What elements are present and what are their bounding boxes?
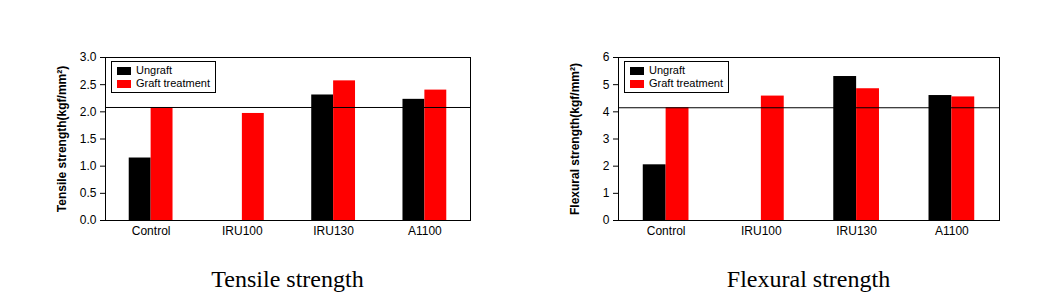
svg-text:Control: Control xyxy=(132,224,171,238)
svg-text:3: 3 xyxy=(603,132,610,146)
svg-text:A1100: A1100 xyxy=(408,224,442,238)
html-text:Graft treatment: Graft treatment xyxy=(649,77,723,89)
svg-text:A1100: A1100 xyxy=(935,224,969,238)
svg-text:6: 6 xyxy=(603,50,610,64)
svg-text:Control: Control xyxy=(647,224,686,238)
svg-text:1: 1 xyxy=(603,186,610,200)
html-text:Flexural strength: Flexural strength xyxy=(726,266,891,292)
html-text:Ungraft: Ungraft xyxy=(649,64,686,76)
svg-text:Tensile strength(kgf/mm²): Tensile strength(kgf/mm²) xyxy=(55,66,69,212)
svg-text:1.5: 1.5 xyxy=(80,132,97,146)
svg-text:2.5: 2.5 xyxy=(80,78,97,92)
svg-text:IRU130: IRU130 xyxy=(313,224,354,238)
svg-text:1.0: 1.0 xyxy=(80,159,97,173)
svg-text:5: 5 xyxy=(603,78,610,92)
svg-text:4: 4 xyxy=(603,105,610,119)
html-text:Ungraft: Ungraft xyxy=(136,64,173,76)
html-text:Graft treatment: Graft treatment xyxy=(136,77,210,89)
svg-text:Flexural strength(kgf/mm²): Flexural strength(kgf/mm²) xyxy=(568,63,582,215)
svg-text:IRU130: IRU130 xyxy=(836,224,877,238)
svg-text:0: 0 xyxy=(603,213,610,227)
svg-text:IRU100: IRU100 xyxy=(741,224,782,238)
svg-text:2: 2 xyxy=(603,159,610,173)
svg-text:3.0: 3.0 xyxy=(80,50,97,64)
svg-text:0.5: 0.5 xyxy=(80,186,97,200)
svg-text:0.0: 0.0 xyxy=(80,213,97,227)
svg-text:IRU100: IRU100 xyxy=(222,224,263,238)
html-text:Tensile strength: Tensile strength xyxy=(211,266,364,292)
svg-text:2.0: 2.0 xyxy=(80,105,97,119)
